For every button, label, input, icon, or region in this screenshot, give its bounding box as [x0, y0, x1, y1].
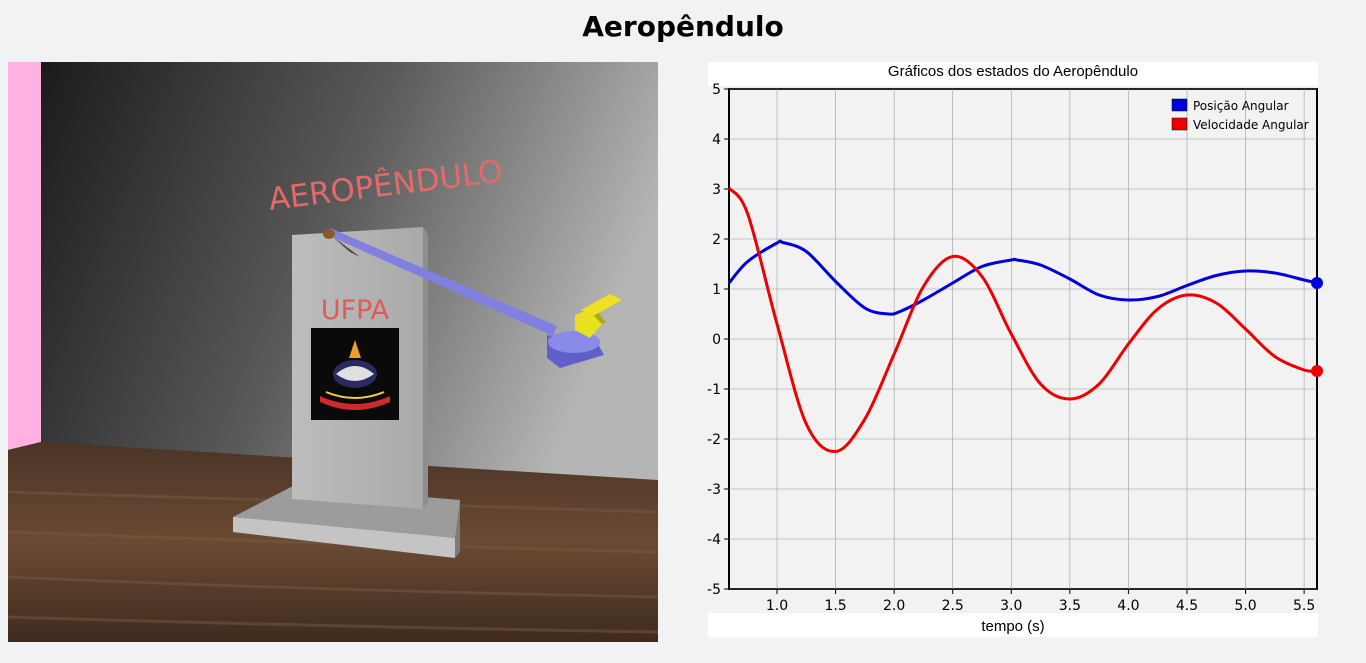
ufpa-logo: [311, 328, 399, 420]
aeropendulum-3d-view[interactable]: AEROPÊNDULO UFPA: [8, 62, 658, 642]
x-tick-label: 2.5: [942, 598, 964, 614]
legend-swatch: [1171, 98, 1188, 112]
series-endpoint-0: [1311, 277, 1323, 289]
series-lines: [727, 186, 1323, 454]
y-tick-label: 5: [712, 82, 721, 98]
x-tick-label: 4.5: [1176, 598, 1198, 614]
y-tick-label: 1: [712, 282, 721, 298]
propeller: [581, 294, 622, 316]
x-tick-label: 2.0: [883, 598, 905, 614]
x-tick-label: 4.0: [1117, 598, 1139, 614]
x-tick-label: 1.0: [766, 598, 788, 614]
x-tick-label: 1.5: [824, 598, 846, 614]
grid: [729, 88, 1317, 590]
series-line-1: [727, 186, 1318, 454]
x-tick-label: 3.5: [1059, 598, 1081, 614]
pendulum-arm-underside: [334, 238, 360, 257]
y-tick-label: 4: [712, 132, 721, 148]
legend-label: Velocidade Angular: [1193, 118, 1309, 132]
base-front: [233, 517, 455, 558]
legend-label: Posição Angular: [1193, 99, 1289, 113]
y-tick-label: -1: [707, 382, 721, 398]
axis-ticks: 1.0 1.5 2.0 2.5 3.0 3.5 4.0 4.5 5.0 5.5 5 4 3 2 1 0 -1 -2…: [707, 82, 1315, 614]
y-tick-label: -5: [707, 582, 721, 598]
motor-assembly: [547, 294, 622, 368]
state-chart[interactable]: 1.0 1.5 2.0 2.5 3.0 3.5 4.0 4.5 5.0 5.5 5 4 3 2 1 0 -1 -2…: [700, 80, 1340, 615]
ufpa-plate-text: UFPA: [321, 295, 390, 326]
page-title: Aeropêndulo: [582, 10, 784, 43]
y-tick-label: 3: [712, 182, 721, 198]
y-tick-label: 2: [712, 232, 721, 248]
chart-xlabel: tempo (s): [708, 613, 1318, 637]
pendulum-arm: [330, 228, 557, 336]
y-tick-label: -4: [707, 532, 721, 548]
x-tick-label: 5.5: [1293, 598, 1315, 614]
legend-swatch: [1171, 117, 1188, 131]
chart-title: Gráficos dos estados do Aeropêndulo: [708, 62, 1318, 86]
x-tick-label: 3.0: [1000, 598, 1022, 614]
y-tick-label: -2: [707, 432, 721, 448]
base-side: [455, 500, 460, 558]
side-wall: [8, 62, 41, 450]
series-endpoint-1: [1311, 365, 1323, 377]
pillar-side: [423, 227, 428, 509]
pivot-bearing: [323, 229, 335, 239]
y-tick-label: -3: [707, 482, 721, 498]
y-tick-label: 0: [712, 332, 721, 348]
series-line-0: [727, 239, 1318, 316]
legend: Posição Angular Velocidade Angular: [1171, 98, 1309, 132]
x-tick-label: 5.0: [1234, 598, 1256, 614]
